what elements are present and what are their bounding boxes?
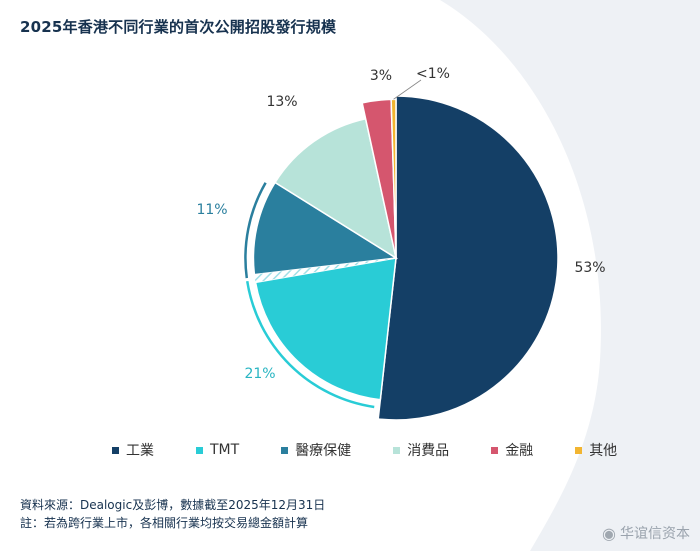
data-label-tmt: 21% [244, 366, 275, 382]
footnote: 註：若為跨行業上市，各相關行業均按交易總金額計算 [20, 516, 309, 530]
data-label-healthcare: 11% [196, 202, 227, 218]
legend-label-other: 其他 [589, 443, 618, 459]
chart-title: 2025年香港不同行業的首次公開招股發行規模 [20, 18, 337, 36]
pie-slice-consumer [274, 117, 398, 260]
legend: 工業 TMT 醫療保健 消費品 金融 其他 [112, 440, 659, 460]
data-label-consumer: 13% [266, 94, 297, 110]
legend-label-healthcare: 醫療保健 [295, 443, 352, 459]
legend-item-financial: 金融 [491, 440, 533, 460]
data-label-other: <1% [416, 66, 450, 82]
pie-slice-healthcare [252, 181, 399, 276]
legend-swatch-healthcare [281, 446, 289, 454]
watermark-text: 华谊信资本 [620, 526, 690, 542]
legend-item-consumer: 消費品 [393, 440, 449, 460]
legend-item-healthcare: 醫療保健 [281, 440, 351, 460]
legend-item-other: 其他 [575, 440, 617, 460]
pie-slice-industrial [377, 95, 559, 421]
bracket-tmt [246, 281, 375, 409]
leader-line-other [393, 79, 422, 100]
notes: 資料來源：Dealogic及彭博，數據截至2025年12月31日 註：若為跨行業… [20, 496, 325, 532]
legend-label-consumer: 消費品 [407, 443, 450, 459]
legend-swatch-consumer [393, 446, 401, 454]
legend-item-industrial: 工業 [112, 440, 154, 460]
data-label-financial: 3% [370, 68, 392, 84]
pie-slice-tmt [254, 257, 397, 401]
legend-swatch-financial [491, 446, 499, 454]
legend-swatch-tmt [196, 446, 203, 454]
legend-label-financial: 金融 [505, 443, 534, 459]
legend-label-industrial: 工業 [126, 443, 154, 459]
legend-swatch-industrial [112, 446, 119, 454]
legend-item-tmt: TMT [196, 442, 239, 458]
legend-label-tmt: TMT [210, 442, 240, 458]
watermark: ◉ 华谊信资本 [602, 523, 690, 543]
weibo-icon: ◉ [602, 523, 616, 543]
pie-hatched-gap [254, 258, 396, 283]
source-note: 資料來源：Dealogic及彭博，數據截至2025年12月31日 [20, 498, 326, 512]
legend-swatch-other [575, 446, 583, 454]
data-label-industrial: 53% [574, 260, 605, 276]
bracket-healthcare [244, 182, 267, 279]
